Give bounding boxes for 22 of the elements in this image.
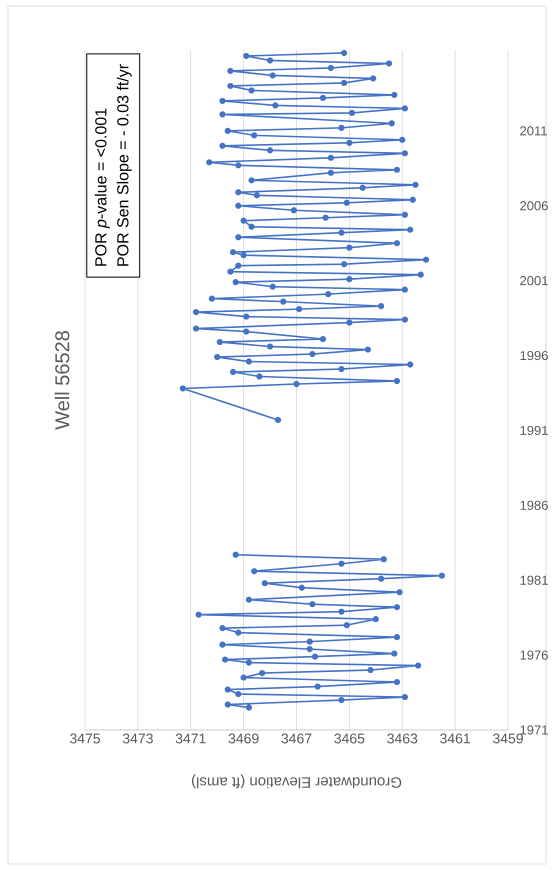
- y-tick-label: 2001: [520, 276, 548, 286]
- x-tick-label: 3473: [122, 734, 153, 744]
- y-tick-label: 2006: [520, 201, 548, 210]
- y-tick-label: 1991: [520, 426, 548, 436]
- y-tick-label: 2011: [520, 126, 547, 136]
- x-tick-label: 3465: [334, 734, 364, 744]
- y-tick-label: 1996: [520, 350, 548, 360]
- y-tick-label: 1976: [520, 650, 548, 660]
- x-tick-label: 3459: [492, 734, 523, 744]
- x-axis-title: Groundwater Elevation (ft amsl): [192, 774, 402, 788]
- x-tick-label: 3475: [70, 734, 100, 744]
- x-tick-label: 3469: [228, 734, 259, 744]
- y-tick-label: 1971: [520, 725, 548, 735]
- x-tick-label: 3463: [387, 734, 418, 744]
- x-tick-label: 3467: [281, 734, 312, 744]
- x-tick-label: 3471: [176, 734, 206, 744]
- text: Well 56528: [54, 331, 70, 430]
- annotation: POR Sen Slope = - 0.03 ft/yr: [116, 64, 132, 266]
- x-tick-label: 3461: [440, 734, 470, 744]
- y-tick-label: 1986: [520, 500, 548, 510]
- y-tick-label: 1981: [520, 576, 548, 585]
- annotation: POR p-value = <0.001: [94, 108, 110, 266]
